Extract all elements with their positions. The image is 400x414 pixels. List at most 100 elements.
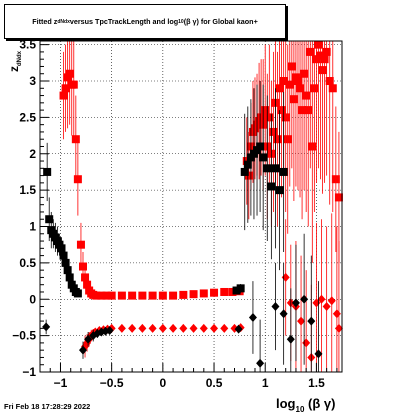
data-point xyxy=(128,291,137,300)
data-point xyxy=(281,272,290,282)
data-point xyxy=(179,290,188,299)
title-sub: dNdx xyxy=(57,18,70,25)
data-point xyxy=(169,323,178,333)
data-point xyxy=(279,167,288,176)
x-axis-label-rest: (β γ) xyxy=(308,396,336,411)
data-point xyxy=(298,106,307,115)
title-box: Fitted z dNdx versus TpcTrackLength and l… xyxy=(4,4,286,39)
data-point xyxy=(317,294,326,304)
data-point xyxy=(248,312,257,322)
data-point xyxy=(69,80,78,89)
data-point xyxy=(273,135,282,144)
data-point xyxy=(73,289,82,298)
data-point xyxy=(283,135,292,144)
data-point xyxy=(314,349,323,359)
data-point xyxy=(107,291,116,300)
data-point xyxy=(148,323,157,333)
data-point xyxy=(331,175,340,184)
data-point xyxy=(332,309,341,319)
data-point xyxy=(300,69,309,78)
data-point xyxy=(334,193,343,202)
data-point xyxy=(138,323,147,333)
data-point xyxy=(300,294,309,304)
data-point xyxy=(78,345,87,355)
data-point xyxy=(78,262,87,271)
x-axis-label-sub: 10 xyxy=(295,405,305,414)
data-point xyxy=(279,309,288,319)
data-point xyxy=(293,77,302,86)
data-point xyxy=(261,106,270,115)
data-point xyxy=(92,291,101,300)
data-point xyxy=(220,323,229,333)
data-point xyxy=(102,291,111,300)
x-tick-label: −0.5 xyxy=(100,376,124,390)
data-point xyxy=(302,338,311,348)
data-point xyxy=(265,113,274,122)
data-point xyxy=(71,135,80,144)
data-point xyxy=(83,280,92,289)
data-point xyxy=(189,323,198,333)
x-tick-label: 1.5 xyxy=(308,376,325,390)
data-point xyxy=(42,322,51,332)
data-point xyxy=(304,106,313,115)
x-tick-label: 0.5 xyxy=(206,376,223,390)
data-point xyxy=(289,95,298,104)
grid-lines xyxy=(40,41,342,373)
data-point xyxy=(105,326,114,336)
data-point xyxy=(275,186,284,195)
axes: −1 −0.5 0 0.5 1 1.5 −1 −0.5 0 0.5 1 1.5 2 2.5 3 3.5 xyxy=(12,38,338,390)
data-point xyxy=(232,286,241,295)
data-point xyxy=(43,167,52,176)
y-axis-label: zdNdx xyxy=(7,50,23,72)
x-axis-label: log10 (β γ) xyxy=(276,396,335,414)
data-point xyxy=(179,323,188,333)
data-point xyxy=(76,240,85,249)
y-tick-label: 0.5 xyxy=(19,256,36,270)
title-mid: versus TpcTrackLength and log xyxy=(69,17,179,26)
data-point xyxy=(236,284,245,293)
data-point xyxy=(45,215,54,224)
data-point xyxy=(128,323,137,333)
data-point xyxy=(263,164,272,173)
y-tick-label: 3.5 xyxy=(19,38,36,52)
data-point xyxy=(199,289,208,298)
data-point xyxy=(199,323,208,333)
series-3 xyxy=(42,233,323,372)
y-tick-label: 1.5 xyxy=(19,183,36,197)
title-suffix: (β γ) for Global kaon+ xyxy=(183,17,258,26)
title-sub2: 10 xyxy=(178,18,184,25)
data-point xyxy=(169,291,178,300)
data-point xyxy=(117,291,126,300)
data-point xyxy=(310,84,319,93)
data-point xyxy=(57,244,66,253)
data-point xyxy=(59,91,68,100)
data-point xyxy=(297,316,306,326)
data-point xyxy=(257,113,266,122)
data-point xyxy=(322,47,331,56)
data-point xyxy=(307,316,316,326)
data-point xyxy=(285,80,294,89)
data-point xyxy=(281,113,290,122)
y-tick-label: 2 xyxy=(29,147,36,161)
data-point xyxy=(287,62,296,71)
chart-title: Fitted z dNdx versus TpcTrackLength and l… xyxy=(5,5,285,38)
data-point xyxy=(65,69,74,78)
data-point xyxy=(244,171,253,180)
data-point xyxy=(328,84,337,93)
data-point xyxy=(210,288,219,297)
data-point xyxy=(271,302,280,312)
data-point xyxy=(291,298,300,308)
data-marks xyxy=(42,40,343,372)
data-point xyxy=(210,323,219,333)
title-prefix: Fitted z xyxy=(32,17,58,26)
data-point xyxy=(220,287,229,296)
data-point xyxy=(234,324,243,334)
data-point xyxy=(59,251,68,260)
y-tick-label: 0 xyxy=(29,292,36,306)
data-point xyxy=(279,77,288,86)
data-point xyxy=(117,323,126,333)
y-tick-label: −1 xyxy=(22,365,36,379)
data-point xyxy=(240,167,249,176)
data-point xyxy=(256,358,265,368)
data-point xyxy=(256,142,265,151)
